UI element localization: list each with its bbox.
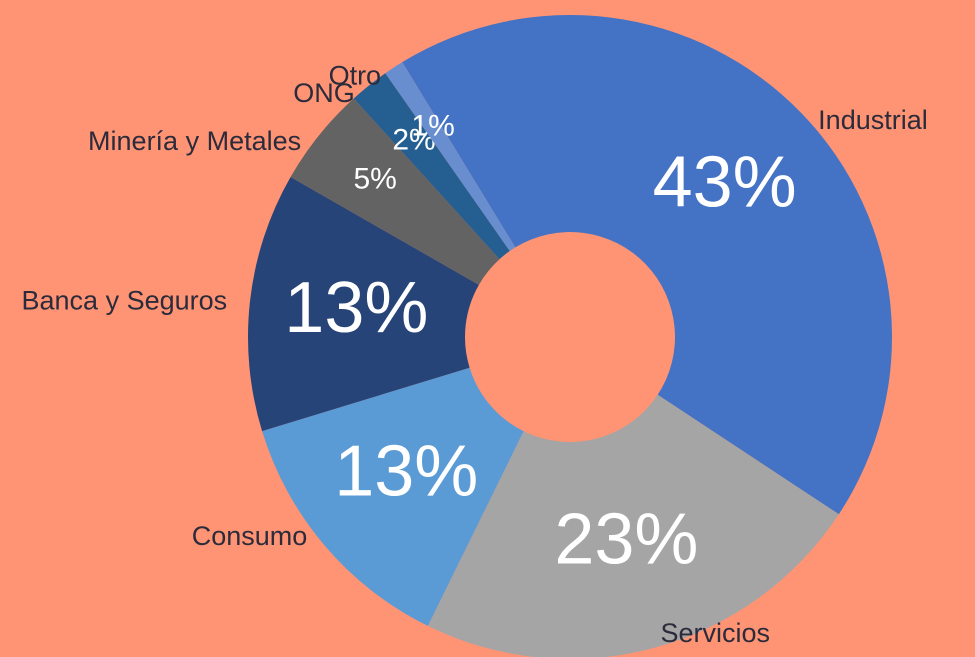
value-label: 23% xyxy=(554,499,698,579)
category-label: Industrial xyxy=(818,105,928,135)
category-label: Servicios xyxy=(660,618,770,648)
slice xyxy=(402,15,892,515)
category-label: ONG xyxy=(293,78,355,108)
category-label: Minería y Metales xyxy=(88,126,301,156)
slice xyxy=(262,367,524,626)
slice xyxy=(248,176,479,432)
slice xyxy=(427,394,839,657)
value-label: 5% xyxy=(353,162,396,195)
value-label: 1% xyxy=(411,110,454,143)
slice xyxy=(290,98,500,285)
slice xyxy=(353,73,510,260)
category-label: Banca y Seguros xyxy=(22,286,228,316)
slice xyxy=(385,62,516,251)
value-label: 13% xyxy=(284,268,428,348)
value-label: 43% xyxy=(653,143,797,223)
value-label: 13% xyxy=(334,431,478,511)
category-label: Consumo xyxy=(192,521,308,551)
category-label: Otro xyxy=(329,61,382,91)
